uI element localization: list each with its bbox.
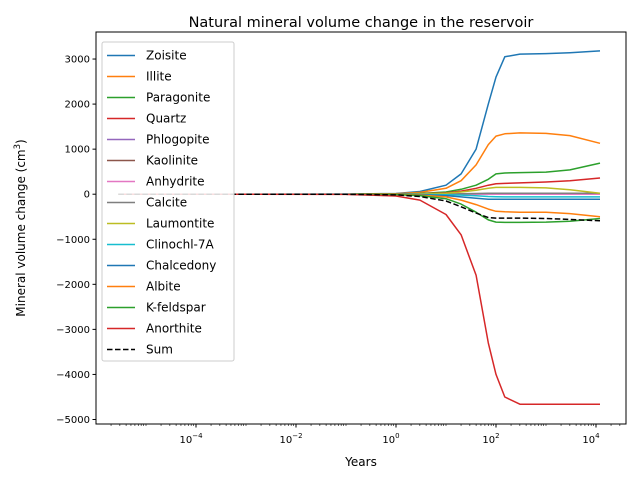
legend-label: Anhydrite: [146, 175, 205, 189]
y-tick-label: 0: [84, 190, 90, 201]
y-tick-label: −4000: [56, 370, 90, 381]
legend-label: Kaolinite: [146, 154, 198, 168]
legend-label: Laumontite: [146, 217, 214, 231]
y-tick-label: −5000: [56, 415, 90, 426]
legend-label: Albite: [146, 280, 181, 294]
y-axis-label: Mineral volume change (cm3): [13, 139, 28, 316]
legend-label: Paragonite: [146, 91, 210, 105]
legend-label: Quartz: [146, 112, 186, 126]
y-tick-label: 3000: [65, 55, 90, 66]
legend-label: Calcite: [146, 196, 187, 210]
y-tick-label: −3000: [56, 325, 90, 336]
y-tick-label: −1000: [56, 235, 90, 246]
legend-label: Anorthite: [146, 322, 202, 336]
legend-label: Sum: [146, 343, 173, 357]
chart-title: Natural mineral volume change in the res…: [189, 15, 534, 31]
legend-label: Illite: [146, 70, 172, 84]
y-tick-label: −2000: [56, 280, 90, 291]
legend-label: Phlogopite: [146, 133, 210, 147]
y-tick-label: 2000: [65, 100, 90, 111]
y-tick-label: 1000: [65, 145, 90, 156]
legend-label: Clinochl-7A: [146, 238, 214, 252]
legend: Zoisite Illite Paragonite Quartz Phlogopite K…: [102, 42, 234, 361]
legend-label: Zoisite: [146, 49, 187, 63]
legend-label: K-feldspar: [146, 301, 206, 315]
x-axis-label: Years: [344, 455, 377, 469]
legend-label: Chalcedony: [146, 259, 216, 273]
